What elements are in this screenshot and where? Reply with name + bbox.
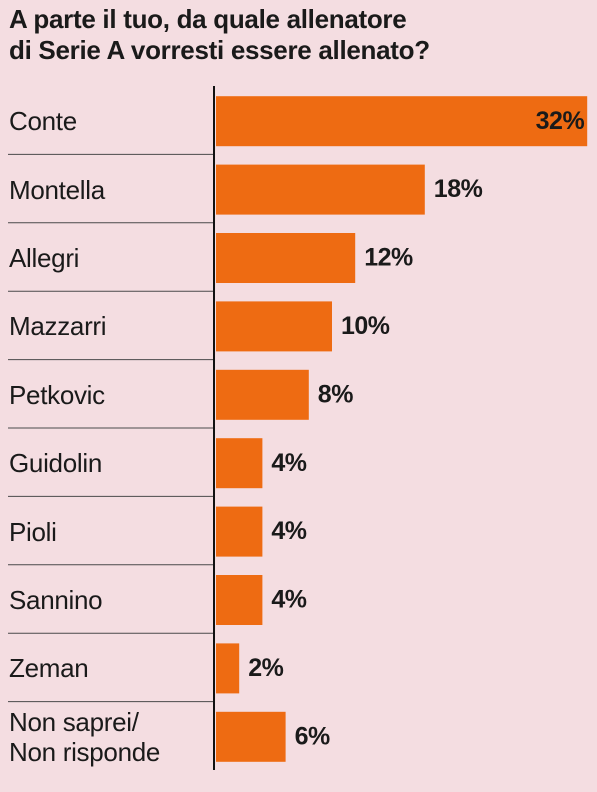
chart-title: A parte il tuo, da quale allenatore di S… bbox=[9, 4, 430, 65]
bar bbox=[216, 711, 286, 762]
category-label: Guidolin bbox=[9, 448, 102, 479]
value-label: 4% bbox=[271, 586, 306, 614]
category-label: Montella bbox=[9, 174, 105, 205]
bar bbox=[216, 164, 425, 215]
value-label: 10% bbox=[341, 312, 390, 340]
category-label: Mazzarri bbox=[9, 311, 107, 342]
value-label: 4% bbox=[271, 449, 306, 477]
category-label: Sannino bbox=[9, 585, 103, 615]
bar bbox=[216, 575, 263, 625]
value-label: 6% bbox=[295, 722, 330, 750]
category-label: Zeman bbox=[9, 653, 89, 684]
bar bbox=[216, 301, 332, 352]
bar bbox=[216, 96, 588, 147]
category-label: Allegri bbox=[9, 243, 80, 273]
bar bbox=[216, 643, 240, 694]
bar bbox=[216, 438, 263, 489]
value-label: 4% bbox=[271, 517, 306, 545]
bar bbox=[216, 506, 263, 557]
value-label: 8% bbox=[318, 380, 353, 408]
value-label: 32% bbox=[536, 107, 585, 135]
bar bbox=[216, 369, 309, 420]
value-label: 12% bbox=[364, 244, 413, 272]
bar bbox=[216, 233, 356, 283]
category-label: Pioli bbox=[9, 516, 57, 547]
value-label: 2% bbox=[248, 654, 283, 682]
category-label: Non saprei/ Non risponde bbox=[9, 706, 161, 767]
category-label: Conte bbox=[9, 106, 77, 137]
category-label: Petkovic bbox=[9, 379, 105, 410]
value-label: 18% bbox=[434, 175, 483, 203]
